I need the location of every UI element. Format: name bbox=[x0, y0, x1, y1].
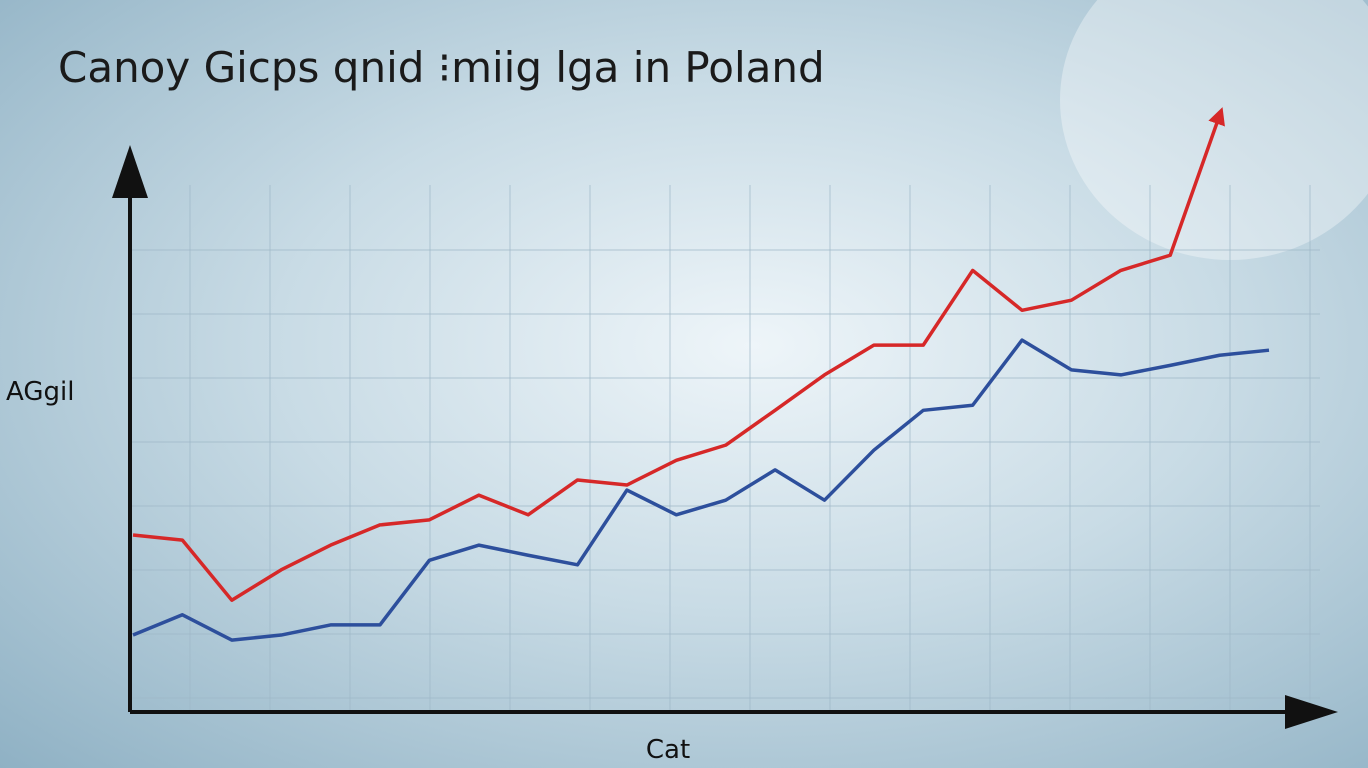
grid bbox=[130, 185, 1320, 712]
series-line bbox=[132, 107, 1225, 602]
x-axis-arrow bbox=[1285, 695, 1338, 729]
x-axis-label: Cat bbox=[646, 735, 690, 765]
y-axis-arrow bbox=[112, 145, 148, 198]
y-axis-label: AGgil bbox=[6, 377, 74, 407]
chart-title: Canoy Gicps qnid ⁝miig lga in Poland bbox=[58, 43, 825, 92]
series-line bbox=[132, 338, 1270, 642]
